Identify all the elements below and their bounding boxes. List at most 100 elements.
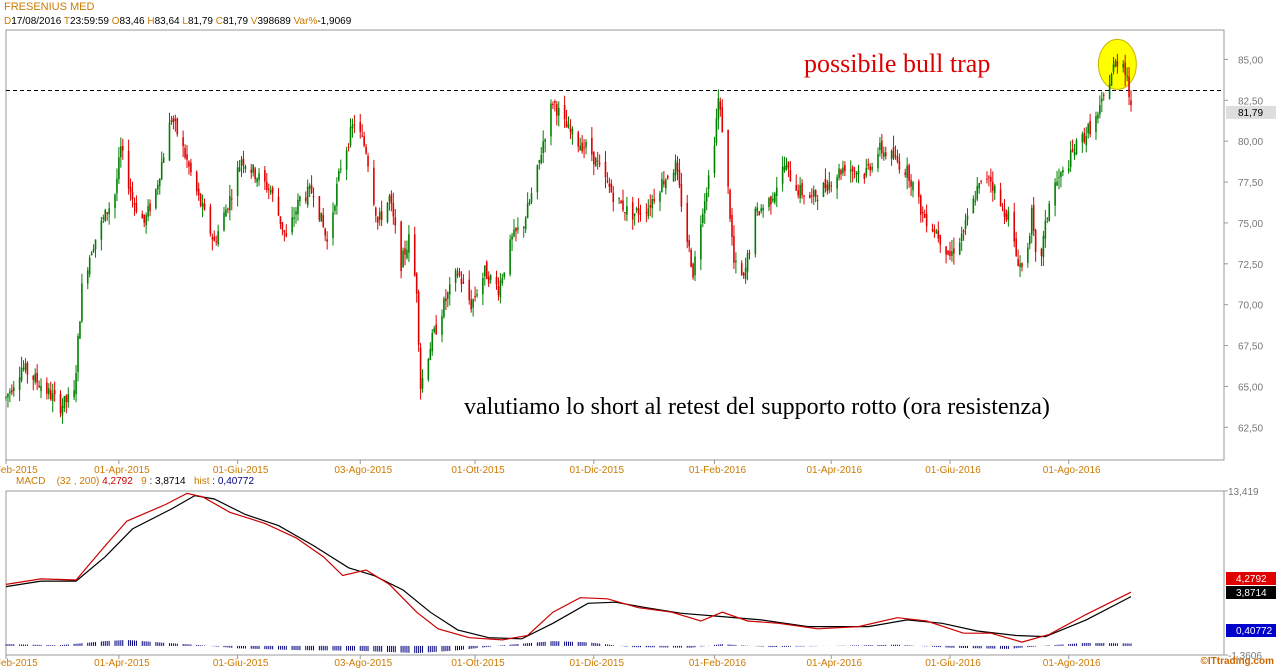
candle-body: [75, 373, 77, 395]
candle-body: [223, 212, 225, 231]
candle-body: [1069, 150, 1072, 168]
price-x-tick-label: 01-Ott-2015: [451, 465, 505, 476]
candle-body: [812, 189, 815, 197]
candle-body: [419, 347, 422, 390]
candle-body: [661, 178, 663, 192]
candle-body: [215, 241, 218, 243]
candle-body: [1089, 120, 1091, 135]
candle-body: [299, 196, 301, 202]
candle-body: [26, 362, 29, 375]
candle-body: [336, 183, 338, 206]
candle-body: [1030, 208, 1033, 235]
candle-body: [871, 167, 873, 170]
candle-body: [626, 206, 628, 215]
candle-body: [838, 168, 840, 178]
candle-body: [1095, 116, 1097, 133]
candle-body: [663, 180, 665, 185]
candle-body: [51, 393, 54, 402]
candle-body: [497, 286, 500, 296]
candle-body: [608, 183, 611, 187]
macd-line: [5, 492, 1132, 643]
candle-body: [1112, 64, 1115, 72]
candle-body: [176, 118, 179, 135]
candle-body: [958, 242, 961, 255]
candle-body: [40, 386, 42, 391]
candle-body: [785, 165, 788, 170]
candle-body: [869, 166, 871, 171]
candle-body: [1124, 62, 1126, 75]
candle-body: [828, 181, 831, 190]
candle-body: [429, 348, 432, 361]
macd-y-tick-label: 13,419: [1228, 487, 1259, 498]
price-y-tick-label: 82,50: [1238, 96, 1263, 107]
candle-body: [1040, 248, 1043, 256]
candle-body: [579, 145, 581, 151]
candle-body: [79, 321, 81, 339]
candle-body: [816, 199, 819, 201]
candle-body: [645, 212, 648, 214]
bull-trap-annotation: possibile bull trap: [804, 49, 991, 78]
candle-body: [651, 199, 653, 209]
candle-body: [877, 153, 879, 169]
candle-body: [795, 184, 798, 191]
macd-histogram: [5, 640, 1132, 654]
candle-body: [102, 217, 105, 220]
candle-body: [919, 195, 922, 215]
candle-body: [622, 200, 624, 211]
candles-group: [5, 53, 1132, 424]
candle-body: [116, 178, 118, 194]
price-x-tick-label: 01-Dic-2015: [570, 465, 625, 476]
candle-body: [363, 136, 365, 146]
candle-body: [1058, 177, 1060, 179]
candle-body: [978, 183, 980, 189]
candle-body: [18, 377, 21, 391]
candle-body: [77, 336, 79, 372]
candle-body: [526, 203, 529, 219]
field-time: 23:59:59: [70, 16, 109, 27]
signal-last-tag-label: 3,8714: [1236, 588, 1267, 599]
candle-body: [503, 272, 506, 278]
candle-body: [310, 184, 313, 193]
macd-params: (32 , 200): [56, 476, 100, 487]
candle-body: [254, 168, 256, 180]
candle-body: [320, 212, 323, 222]
candle-body: [742, 273, 745, 276]
candle-body: [1101, 98, 1103, 102]
candle-body: [373, 167, 375, 205]
candle-body: [295, 211, 297, 215]
candle-body: [715, 118, 718, 144]
candle-body: [1122, 63, 1125, 68]
candle-body: [1005, 213, 1008, 220]
signal-value: 3,8714: [155, 476, 186, 487]
candle-body: [770, 196, 772, 205]
candle-body: [565, 121, 568, 128]
candle-body: [361, 135, 363, 137]
candle-body: [593, 151, 595, 165]
price-y-tick-label: 80,00: [1238, 137, 1263, 148]
candle-body: [836, 177, 838, 189]
field-low: 81,79: [187, 16, 213, 27]
candle-body: [22, 367, 25, 369]
candle-body: [400, 221, 402, 272]
candle-body: [557, 107, 560, 116]
candle-body: [583, 147, 585, 149]
candle-body: [1108, 84, 1111, 100]
candle-body: [538, 160, 541, 163]
candle-body: [38, 385, 40, 388]
candle-body: [822, 182, 825, 197]
candle-body: [674, 160, 677, 176]
candle-body: [127, 150, 130, 189]
candle-body: [484, 265, 486, 277]
candle-body: [1003, 208, 1006, 217]
price-x-tick-label: 01-Feb-2016: [689, 465, 747, 476]
candle-body: [774, 193, 776, 203]
hist-value: 0,40772: [217, 476, 255, 487]
candle-body: [596, 160, 599, 162]
candle-body: [157, 184, 159, 190]
candle-body: [1085, 136, 1088, 146]
candle-body: [447, 292, 449, 299]
candle-body: [441, 316, 443, 335]
candle-body: [598, 162, 601, 165]
candle-body: [550, 103, 552, 137]
candle-body: [631, 202, 634, 220]
